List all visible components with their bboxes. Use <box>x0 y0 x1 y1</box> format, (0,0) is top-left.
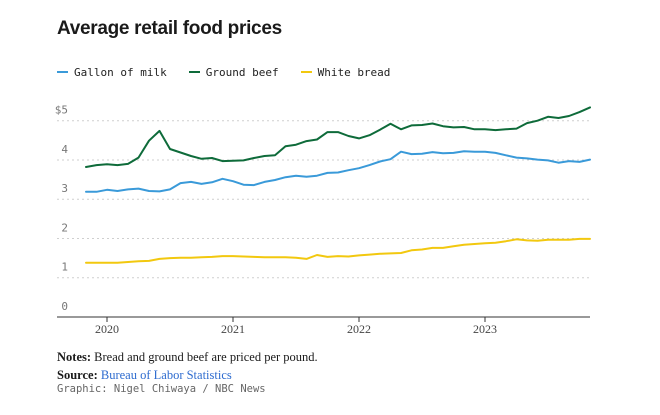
legend-item-beef: Ground beef <box>188 65 279 79</box>
legend-item-milk: Gallon of milk <box>57 66 167 79</box>
y-tick-label: $5 <box>55 104 68 117</box>
source-link[interactable]: Bureau of Labor Statistics <box>100 368 232 382</box>
source-line: Source: Bureau of Labor Statistics <box>57 366 318 384</box>
x-tick-label: 2021 <box>221 322 245 336</box>
notes-line: Notes: Bread and ground beef are priced … <box>57 348 318 366</box>
notes-text: Bread and ground beef are priced per pou… <box>94 350 318 364</box>
y-tick-label: 3 <box>61 182 68 195</box>
source-label: Source: <box>57 368 98 382</box>
legend-swatch-bread <box>300 71 312 73</box>
y-tick-label: 1 <box>61 261 68 274</box>
series-line-bread <box>85 237 591 264</box>
legend-label-bread: White bread <box>317 65 391 79</box>
legend-swatch-beef <box>188 71 200 73</box>
x-tick-label: 2023 <box>473 322 497 336</box>
legend-label-milk: Gallon of milk <box>74 65 167 79</box>
notes-label: Notes: <box>57 350 92 364</box>
legend-swatch-milk <box>57 71 68 73</box>
series-line-beef <box>85 106 591 168</box>
y-tick-label: 0 <box>61 300 68 313</box>
chart-title: Average retail food prices <box>57 18 282 39</box>
chart-notes: Notes: Bread and ground beef are priced … <box>57 348 318 384</box>
legend-label-beef: Ground beef <box>205 65 279 79</box>
graphic-credit: Graphic: Nigel Chiwaya / NBC News <box>57 383 266 395</box>
x-tick-label: 2022 <box>347 322 371 336</box>
legend-item-bread: White bread <box>300 65 391 79</box>
x-tick-label: 2020 <box>95 322 119 336</box>
series-line-milk <box>85 150 591 193</box>
y-tick-label: 4 <box>61 143 68 156</box>
chart-legend: Gallon of milk Ground beef White bread <box>57 65 412 79</box>
y-tick-label: 2 <box>61 221 68 234</box>
